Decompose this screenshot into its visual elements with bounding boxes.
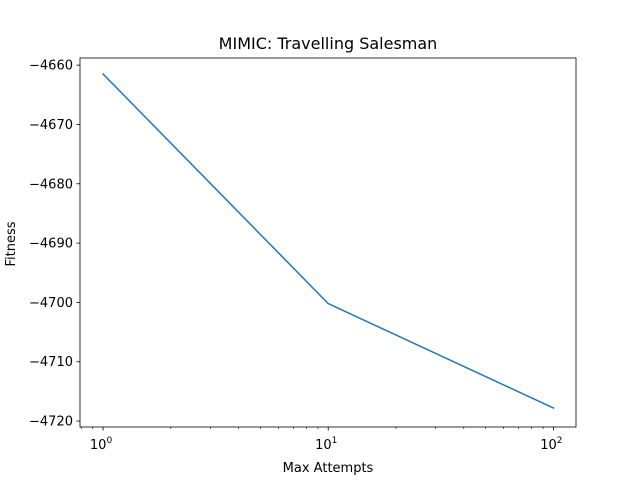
plot-frame	[79, 57, 577, 428]
y-tick-label-6: −4720	[29, 415, 73, 430]
y-axis-label: Fitness	[4, 221, 19, 266]
chart-title: MIMIC: Travelling Salesman	[219, 34, 438, 53]
y-tick-label-4: −4700	[29, 296, 73, 311]
x-tick-label-2: 102	[540, 436, 562, 453]
y-tick-label-0: −4660	[29, 59, 73, 74]
y-tick-label-5: −4710	[29, 355, 73, 370]
y-tick-label-3: −4690	[29, 237, 73, 252]
plot-area: −4660 −4670 −4680 −4690 −4700 −4710 −4720 100 10…	[29, 57, 577, 453]
series-line-0	[101, 72, 555, 410]
x-axis-label: Max Attempts	[283, 461, 374, 476]
y-tick-label-1: −4670	[29, 118, 73, 133]
x-tick-label-0: 100	[90, 436, 113, 453]
x-tick-label-1: 101	[315, 436, 337, 453]
y-tick-label-2: −4680	[29, 177, 73, 192]
